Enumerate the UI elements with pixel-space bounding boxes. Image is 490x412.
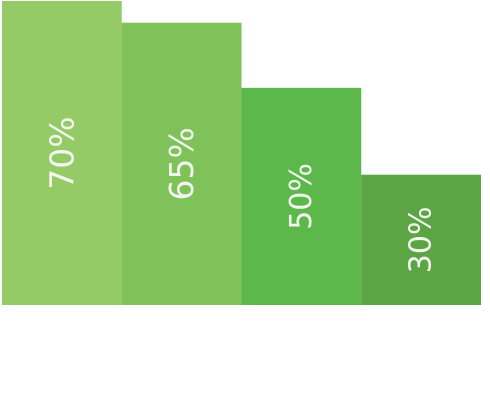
bar-3: [241, 87, 362, 305]
bar-2: [121, 22, 242, 306]
bar-value-label-3: 50%: [284, 163, 319, 230]
labels-layer: 70% 65% 50% 30%: [42, 116, 438, 273]
bar-1: [2, 1, 122, 305]
bars-layer: [2, 1, 481, 306]
bar-value-label-1: 70%: [42, 116, 81, 189]
bar-value-label-2: 65%: [162, 127, 201, 200]
bar-value-label-4: 30%: [404, 207, 439, 274]
bar-4: [361, 174, 481, 305]
